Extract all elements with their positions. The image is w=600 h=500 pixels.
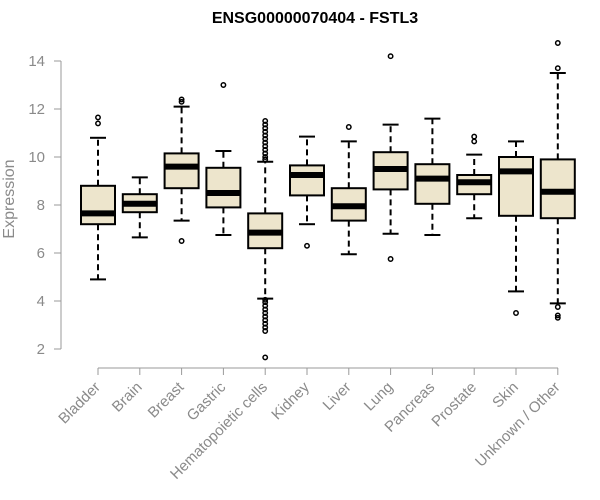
outlier-point xyxy=(95,120,101,127)
outlier-point xyxy=(262,299,269,306)
outlier-point xyxy=(262,320,269,327)
x-tick-label: Kidney xyxy=(268,378,313,423)
outlier-point xyxy=(178,98,185,105)
box-breast xyxy=(163,96,200,244)
outlier-point xyxy=(554,312,561,319)
outlier-point xyxy=(554,314,561,321)
outlier-point xyxy=(262,132,269,139)
chart-title: ENSG00000070404 - FSTL3 xyxy=(212,10,418,27)
outlier-point xyxy=(178,238,185,244)
x-tick-label: Brain xyxy=(109,379,146,416)
box-gastric xyxy=(205,82,242,236)
outlier-point xyxy=(471,133,478,140)
box-iqr xyxy=(205,166,242,209)
outlier-point xyxy=(554,40,561,46)
box-iqr xyxy=(414,163,451,205)
box-skin xyxy=(498,140,534,316)
outlier-point xyxy=(554,65,561,72)
y-tick-label: 14 xyxy=(28,53,45,70)
outlier-point xyxy=(262,328,269,334)
y-tick-label: 6 xyxy=(37,245,45,262)
outlier-point xyxy=(262,121,269,128)
y-tick-label: 8 xyxy=(37,197,45,214)
outlier-point xyxy=(262,313,269,320)
y-axis-label: Expression xyxy=(1,159,18,238)
outlier-point xyxy=(262,139,269,146)
outlier-point xyxy=(345,124,352,130)
outlier-point xyxy=(471,138,478,145)
x-tick-label: Bladder xyxy=(55,379,104,428)
outlier-point xyxy=(304,242,310,249)
box-brain xyxy=(121,176,158,239)
box-iqr xyxy=(289,164,325,197)
y-tick-label: 4 xyxy=(37,293,45,310)
box-iqr xyxy=(539,158,576,220)
outlier-point xyxy=(262,302,269,309)
x-tick-label: Liver xyxy=(320,379,355,414)
box-lung xyxy=(372,53,409,262)
box-series xyxy=(80,40,576,361)
outlier-point xyxy=(387,256,394,262)
x-tick-label: Lung xyxy=(361,379,397,415)
outlier-point xyxy=(262,150,269,157)
outlier-point xyxy=(262,143,269,150)
y-tick-label: 10 xyxy=(28,149,45,166)
outlier-point xyxy=(262,156,269,163)
outlier-point xyxy=(178,96,185,103)
box-prostate xyxy=(456,133,493,220)
outlier-point xyxy=(262,354,269,361)
outlier-point xyxy=(262,118,269,124)
outlier-point xyxy=(262,125,269,132)
y-tick-label: 2 xyxy=(37,341,45,358)
outlier-point xyxy=(262,306,269,313)
outlier-point xyxy=(262,146,269,153)
outlier-point xyxy=(95,114,101,121)
outlier-point xyxy=(262,310,269,316)
box-hematopoietic-cells xyxy=(247,118,284,361)
outlier-point xyxy=(554,304,561,310)
box-iqr xyxy=(163,152,200,190)
x-tick-label: Prostate xyxy=(428,379,480,431)
x-tick-label: Skin xyxy=(489,379,522,412)
x-tick-label: Breast xyxy=(145,378,188,421)
outlier-point xyxy=(262,317,269,324)
outlier-point xyxy=(262,154,269,160)
outlier-point xyxy=(220,82,227,88)
box-pancreas xyxy=(414,117,451,236)
box-iqr xyxy=(498,156,534,217)
box-liver xyxy=(330,124,367,256)
outlier-point xyxy=(262,128,269,135)
box-unknown-other xyxy=(539,40,576,321)
outlier-point xyxy=(262,136,269,142)
y-tick-label: 12 xyxy=(28,101,45,118)
outlier-point xyxy=(513,310,519,316)
y-axis-ticks: 2 4 6 8 10 12 14 xyxy=(28,53,61,358)
outlier-point xyxy=(262,296,269,303)
box-bladder xyxy=(80,114,116,281)
box-iqr xyxy=(80,184,116,226)
outlier-point xyxy=(262,324,269,331)
box-kidney xyxy=(289,135,325,249)
outlier-point xyxy=(387,53,394,60)
